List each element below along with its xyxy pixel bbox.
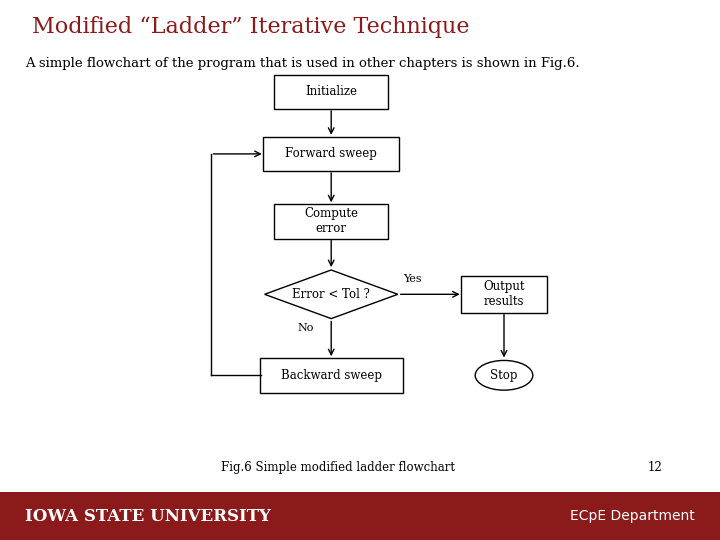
Ellipse shape bbox=[475, 361, 533, 390]
FancyBboxPatch shape bbox=[260, 358, 403, 393]
Text: Output
results: Output results bbox=[483, 280, 525, 308]
Text: Stop: Stop bbox=[490, 369, 518, 382]
Text: No: No bbox=[298, 323, 314, 333]
FancyBboxPatch shape bbox=[461, 275, 547, 313]
Text: Backward sweep: Backward sweep bbox=[281, 369, 382, 382]
FancyBboxPatch shape bbox=[274, 204, 389, 239]
Text: Compute
error: Compute error bbox=[304, 207, 359, 235]
Text: 12: 12 bbox=[648, 461, 662, 474]
Text: Yes: Yes bbox=[403, 273, 422, 284]
FancyBboxPatch shape bbox=[264, 137, 399, 171]
Text: Modified “Ladder” Iterative Technique: Modified “Ladder” Iterative Technique bbox=[32, 16, 470, 38]
Text: Initialize: Initialize bbox=[305, 85, 357, 98]
Text: A simple flowchart of the program that is used in other chapters is shown in Fig: A simple flowchart of the program that i… bbox=[25, 57, 580, 70]
Polygon shape bbox=[265, 270, 397, 319]
Bar bbox=[0, 492, 720, 540]
Text: Fig.6 Simple modified ladder flowchart: Fig.6 Simple modified ladder flowchart bbox=[222, 461, 455, 474]
Text: ECpE Department: ECpE Department bbox=[570, 509, 695, 523]
Text: IOWA STATE UNIVERSITY: IOWA STATE UNIVERSITY bbox=[25, 508, 271, 525]
Text: Forward sweep: Forward sweep bbox=[285, 147, 377, 160]
FancyBboxPatch shape bbox=[274, 75, 389, 109]
Text: Error < Tol ?: Error < Tol ? bbox=[292, 288, 370, 301]
